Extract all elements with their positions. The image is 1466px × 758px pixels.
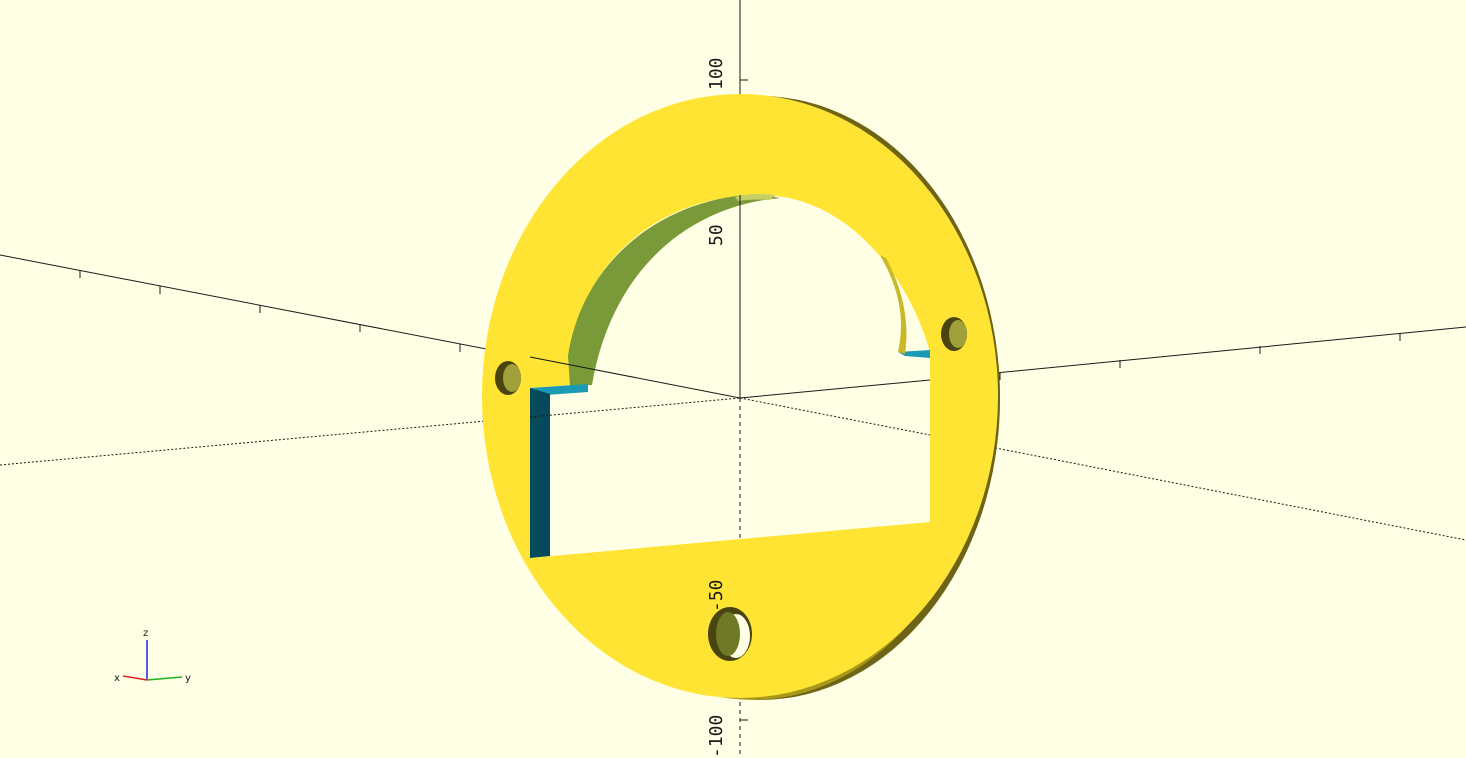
orientation-gizmo: z y x [114, 628, 191, 684]
y-axis-negative-dotted [739, 397, 1466, 541]
gizmo-z-label: z [143, 628, 148, 639]
gizmo-y-label: y [185, 673, 191, 684]
z-axis-labels: 100 50 -50 -100 [706, 57, 727, 758]
arch-inner-wall [568, 194, 780, 386]
cut-face-left-top [530, 384, 588, 395]
arch-cutout-interior [530, 195, 930, 558]
z-label-50: 50 [706, 224, 727, 246]
mounting-hole-left [495, 361, 521, 395]
arch-right-edge [880, 255, 907, 354]
cut-face-right-top [898, 350, 930, 358]
z-label-neg-50: -50 [706, 579, 727, 612]
axes-front [529, 195, 931, 540]
cut-face-left-side [530, 388, 550, 558]
gizmo-x-axis [122, 675, 148, 681]
z-label-neg-100: -100 [706, 715, 727, 758]
ring-model[interactable] [482, 94, 1000, 701]
arch-inner-wall-top [735, 193, 775, 201]
mounting-hole-right [941, 317, 967, 351]
gizmo-x-label: x [114, 673, 120, 684]
z-label-100: 100 [706, 57, 727, 90]
mounting-hole-bottom [708, 607, 752, 661]
gizmo-y-axis [146, 676, 183, 681]
